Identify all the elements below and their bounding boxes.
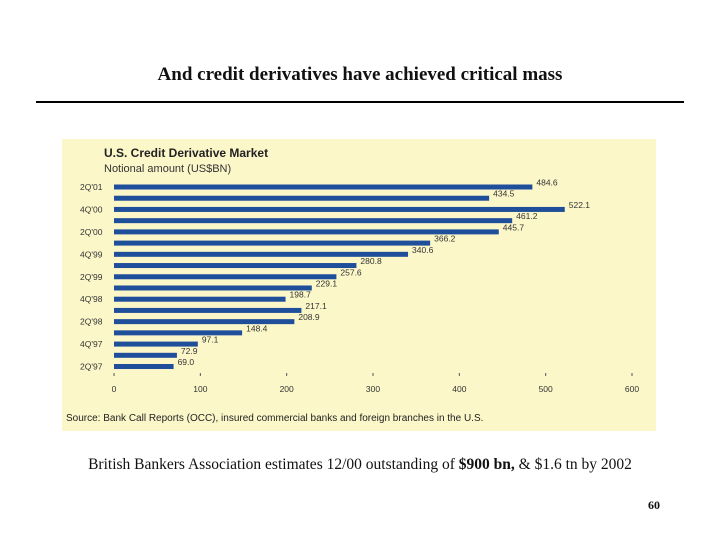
value-label-4: 445.7 <box>503 222 525 232</box>
x-tick-label-4: 400 <box>452 384 466 394</box>
bar-15 <box>114 352 177 358</box>
category-label-16: 2Q'97 <box>80 362 103 372</box>
category-label-8: 2Q'99 <box>80 272 103 282</box>
value-label-5: 366.2 <box>434 234 456 244</box>
category-label-14: 4Q'97 <box>80 339 103 349</box>
value-label-8: 257.6 <box>340 267 362 277</box>
x-tick-label-3: 300 <box>366 384 380 394</box>
value-label-7: 280.8 <box>360 256 382 266</box>
bar-0 <box>114 184 533 190</box>
x-tick-label-0: 0 <box>112 384 117 394</box>
value-label-1: 434.5 <box>493 189 515 199</box>
bar-4 <box>114 229 499 235</box>
slide-title: And credit derivatives have achieved cri… <box>157 64 563 85</box>
note-text-start: British Bankers Association estimates 12… <box>88 456 459 473</box>
value-label-2: 522.1 <box>569 200 591 210</box>
value-label-11: 217.1 <box>305 301 327 311</box>
title-divider <box>36 101 684 103</box>
source-note: Source: Bank Call Reports (OCC), insured… <box>66 413 484 424</box>
bar-16 <box>114 364 174 370</box>
chart-title: U.S. Credit Derivative Market <box>104 146 269 160</box>
category-label-2: 4Q'00 <box>80 204 103 214</box>
category-label-4: 2Q'00 <box>80 227 103 237</box>
value-label-10: 198.7 <box>290 290 312 300</box>
x-tick-label-5: 500 <box>539 384 553 394</box>
bar-9 <box>114 285 312 291</box>
bar-2 <box>114 206 565 212</box>
bar-6 <box>114 251 409 257</box>
x-tick-label-6: 600 <box>625 384 639 394</box>
value-label-14: 97.1 <box>202 335 219 345</box>
value-label-6: 340.6 <box>412 245 434 255</box>
category-label-12: 2Q'98 <box>80 317 103 327</box>
bar-5 <box>114 240 431 246</box>
bar-10 <box>114 296 286 302</box>
bar-8 <box>114 274 337 280</box>
bar-13 <box>114 330 243 336</box>
category-label-10: 4Q'98 <box>80 294 103 304</box>
bar-12 <box>114 319 295 325</box>
value-label-15: 72.9 <box>181 346 198 356</box>
bar-7 <box>114 263 357 269</box>
chart-subtitle: Notional amount (US$BN) <box>104 163 232 175</box>
value-label-0: 484.6 <box>536 178 558 188</box>
category-label-6: 4Q'99 <box>80 249 103 259</box>
page-number: 60 <box>648 498 660 512</box>
value-label-3: 461.2 <box>516 211 538 221</box>
note-highlight: $900 bn, <box>458 456 515 473</box>
bba-estimate-note: British Bankers Association estimates 12… <box>0 456 720 474</box>
x-tick-label-1: 100 <box>193 384 207 394</box>
x-tick-label-2: 200 <box>280 384 294 394</box>
value-label-9: 229.1 <box>316 278 338 288</box>
value-label-12: 208.9 <box>298 312 320 322</box>
bar-1 <box>114 195 490 201</box>
category-label-0: 2Q'01 <box>80 182 103 192</box>
note-text-end: & $1.6 tn by 2002 <box>514 456 632 473</box>
value-label-16: 69.0 <box>178 357 195 367</box>
bar-14 <box>114 341 198 347</box>
bar-3 <box>114 218 513 224</box>
bar-11 <box>114 307 302 313</box>
value-label-13: 148.4 <box>246 323 268 333</box>
